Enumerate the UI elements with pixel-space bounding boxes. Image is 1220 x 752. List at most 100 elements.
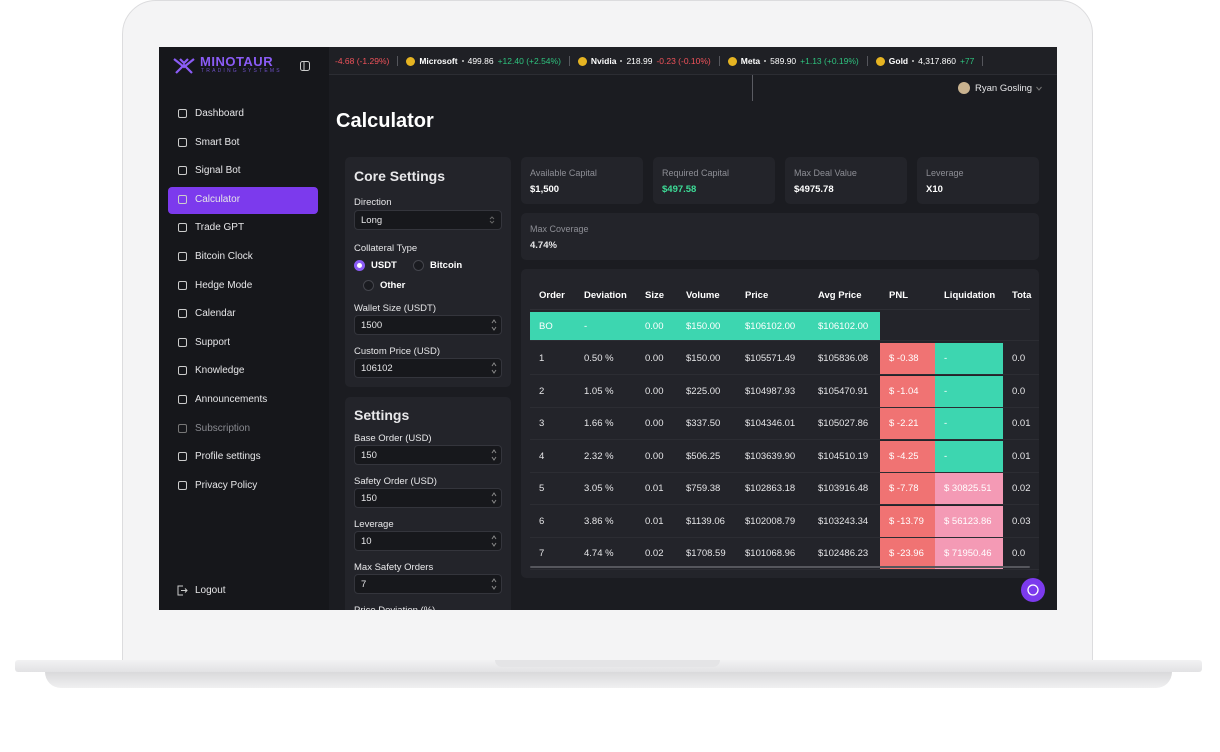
table-cell: $ -0.38 [880, 343, 935, 375]
nav-icon [178, 137, 187, 147]
ticker-change: +1.13 (+0.19%) [800, 56, 859, 66]
table-cell: 5 [530, 473, 575, 505]
nav-icon [178, 395, 187, 404]
table-cell: 1.66 % [575, 408, 636, 440]
field-label: Wallet Size (USDT) [354, 303, 436, 314]
ticker-name: Gold [888, 56, 909, 66]
ticker-change: +77 [959, 56, 975, 66]
ticker-price: 499.86 [467, 56, 494, 66]
table-cell: $104987.93 [736, 376, 809, 408]
table-cell: 0.50 % [575, 343, 636, 375]
chat-button[interactable] [1021, 578, 1045, 602]
ticker-name: Meta [740, 56, 761, 66]
number-input[interactable]: 7 [354, 574, 502, 594]
table-cell: $225.00 [677, 376, 736, 408]
table-cell: $ -23.96 [880, 538, 935, 570]
divider [752, 75, 753, 101]
nav-item[interactable]: Bitcoin Clock [195, 251, 253, 262]
nav-item[interactable]: Calendar [195, 308, 236, 320]
nav-icon [178, 223, 187, 233]
number-input[interactable]: 150 [354, 445, 502, 465]
table-cell: $ -7.78 [880, 473, 935, 505]
table-cell: $105836.08 [809, 343, 880, 375]
nav-item[interactable]: Privacy Policy [195, 479, 258, 491]
radio[interactable] [363, 280, 374, 291]
nav-item[interactable]: Calculator [195, 193, 241, 205]
field-label: Leverage [354, 519, 394, 530]
table-cell: 0.01 [1003, 441, 1039, 473]
nav-item[interactable]: Profile settings [195, 451, 261, 463]
table-cell: $ -4.25 [880, 440, 935, 473]
nav-item[interactable]: Signal Bot [195, 165, 241, 177]
logout[interactable]: Logout [195, 585, 226, 596]
spinner[interactable] [491, 534, 497, 548]
stat-value: $4975.78 [794, 184, 834, 195]
field-label: Safety Order (USD) [354, 476, 437, 487]
spinner[interactable] [491, 491, 497, 505]
table-cell: 4 [530, 441, 575, 473]
table-cell: 0.00 [636, 343, 677, 375]
nav-icon [178, 366, 187, 376]
stat-value: 4.74% [530, 240, 557, 251]
nav-icon [178, 309, 187, 319]
table-cell: 1 [530, 343, 575, 375]
table-cell: 0.00 [636, 312, 677, 341]
radio-label[interactable]: Bitcoin [430, 260, 463, 271]
table-cell: 0.00 [636, 408, 677, 440]
nav-item[interactable]: Subscription [195, 422, 251, 434]
nav-item[interactable]: Trade GPT [195, 222, 245, 234]
spinner[interactable] [491, 318, 497, 332]
nav-item[interactable]: Announcements [195, 394, 268, 405]
table-cell: $102486.23 [809, 538, 880, 570]
table-cell: 0.01 [636, 473, 677, 505]
table-cell: $103243.34 [809, 506, 880, 538]
stat-label: Max Deal Value [794, 168, 857, 178]
user-caret [1036, 86, 1042, 91]
table-cell: $ -1.04 [880, 375, 935, 408]
table-cell: $106102.00 [809, 312, 880, 341]
table-cell: $102863.18 [736, 473, 809, 505]
radio-label[interactable]: Other [380, 280, 406, 291]
number-input[interactable]: 1500 [354, 315, 502, 335]
number-input[interactable]: 150 [354, 488, 502, 508]
spinner[interactable] [491, 361, 497, 375]
nav-active-bg [168, 186, 318, 214]
number-input[interactable]: 106102 [354, 358, 502, 378]
spinner[interactable] [491, 448, 497, 462]
direction-select[interactable]: Long [354, 210, 502, 230]
page-title: Calculator [336, 110, 434, 132]
table-cell: $104346.01 [736, 408, 809, 440]
table-cell: 0.00 [636, 376, 677, 408]
field-label: Collateral Type [354, 243, 418, 254]
radio-label[interactable]: USDT [371, 260, 397, 271]
table-cell: - [935, 343, 1003, 375]
spinner[interactable] [491, 577, 497, 591]
number-input[interactable]: 10 [354, 531, 502, 551]
table-header: Liquidation [944, 289, 996, 301]
nav-item[interactable]: Smart Bot [195, 136, 240, 148]
table-header: Deviation [584, 289, 627, 301]
radio[interactable] [354, 260, 365, 271]
nav-item[interactable]: Dashboard [195, 108, 244, 119]
nav-item[interactable]: Hedge Mode [195, 279, 253, 291]
stat-value: $497.58 [662, 184, 697, 195]
table-cell [1003, 312, 1039, 341]
radio[interactable] [413, 260, 424, 271]
user-name[interactable]: Ryan Gosling [975, 83, 1033, 94]
ticker-name: Nvidia [590, 56, 617, 66]
avatar[interactable] [958, 82, 970, 94]
ticker-item: Microsoft 499.86 +12.40 (+2.54%) [406, 56, 570, 66]
table-cell: 0.0 [1003, 376, 1039, 408]
nav-icon [178, 194, 187, 204]
ticker-icon [406, 56, 416, 66]
nav-item[interactable]: Knowledge [195, 365, 245, 377]
select-caret[interactable] [489, 216, 495, 224]
sidebar-toggle[interactable] [300, 61, 310, 71]
field-label: Base Order (USD) [354, 433, 432, 444]
ticker-icon [577, 56, 587, 66]
ticker-item: Gold 4,317.860 +77 [875, 56, 984, 66]
nav-item[interactable]: Support [195, 336, 231, 348]
table-cell: - [575, 312, 636, 341]
ticker-name: Microsoft [419, 56, 458, 66]
table-header: Tota [1012, 289, 1032, 301]
